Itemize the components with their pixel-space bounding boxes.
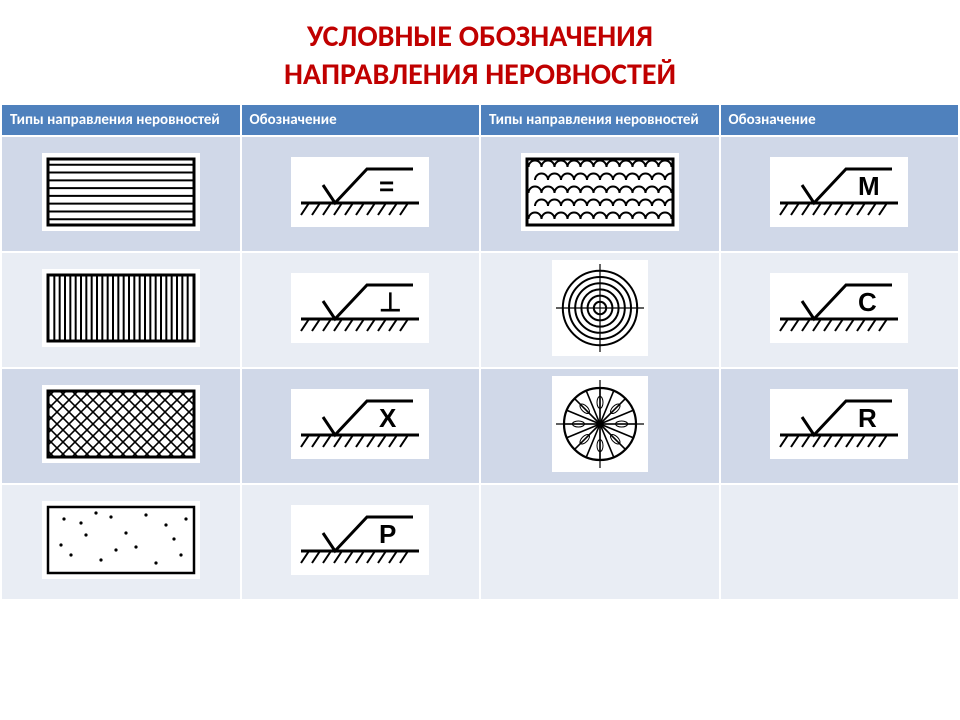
page-title: УСЛОВНЫЕ ОБОЗНАЧЕНИЯ НАПРАВЛЕНИЯ НЕРОВНО…: [0, 0, 960, 103]
svg-text:⊥: ⊥: [379, 287, 402, 317]
table-row: ⊥C: [1, 252, 959, 368]
symbol-cell-icon: P: [291, 505, 429, 575]
pattern-cell: [1, 136, 241, 252]
col-header-0: Типы направления неровностей: [1, 104, 241, 136]
pattern-cell: [1, 484, 241, 600]
svg-text:P: P: [379, 519, 396, 549]
symbol-cell-icon: ⊥: [291, 273, 429, 343]
svg-text:R: R: [858, 403, 877, 433]
svg-text:M: M: [858, 171, 880, 201]
pattern-cell-icon: [42, 385, 200, 463]
pattern-cell-icon: [521, 153, 679, 231]
pattern-cell-icon: [42, 501, 200, 579]
table-header-row: Типы направления неровностей Обозначение…: [1, 104, 959, 136]
pattern-cell-icon: [42, 269, 200, 347]
svg-text:X: X: [379, 403, 397, 433]
pattern-cell: [480, 136, 720, 252]
col-header-3: Обозначение: [720, 104, 960, 136]
symbol-cell: R: [720, 368, 960, 484]
pattern-cell-icon: [552, 376, 648, 472]
symbol-cell: ⊥: [241, 252, 481, 368]
table-row: XR: [1, 368, 959, 484]
col-header-1: Обозначение: [241, 104, 481, 136]
symbol-cell: X: [241, 368, 481, 484]
symbol-cell: M: [720, 136, 960, 252]
col-header-2: Типы направления неровностей: [480, 104, 720, 136]
symbol-cell: [720, 484, 960, 600]
table-row: =M: [1, 136, 959, 252]
symbol-cell: C: [720, 252, 960, 368]
symbol-cell-icon: R: [770, 389, 908, 459]
svg-text:=: =: [379, 171, 394, 201]
title-line-2: НАПРАВЛЕНИЯ НЕРОВНОСТЕЙ: [0, 56, 960, 94]
symbol-cell-icon: =: [291, 157, 429, 227]
table-row: P: [1, 484, 959, 600]
pattern-cell: [1, 368, 241, 484]
title-line-1: УСЛОВНЫЕ ОБОЗНАЧЕНИЯ: [0, 18, 960, 56]
symbol-cell: P: [241, 484, 481, 600]
symbol-cell-icon: X: [291, 389, 429, 459]
pattern-cell: [1, 252, 241, 368]
svg-text:C: C: [858, 287, 877, 317]
symbol-cell-icon: M: [770, 157, 908, 227]
pattern-cell: [480, 368, 720, 484]
pattern-cell-icon: [552, 260, 648, 356]
pattern-cell: [480, 252, 720, 368]
symbol-cell: =: [241, 136, 481, 252]
pattern-cell: [480, 484, 720, 600]
symbols-table: Типы направления неровностей Обозначение…: [0, 103, 960, 601]
pattern-cell-icon: [42, 153, 200, 231]
symbol-cell-icon: C: [770, 273, 908, 343]
